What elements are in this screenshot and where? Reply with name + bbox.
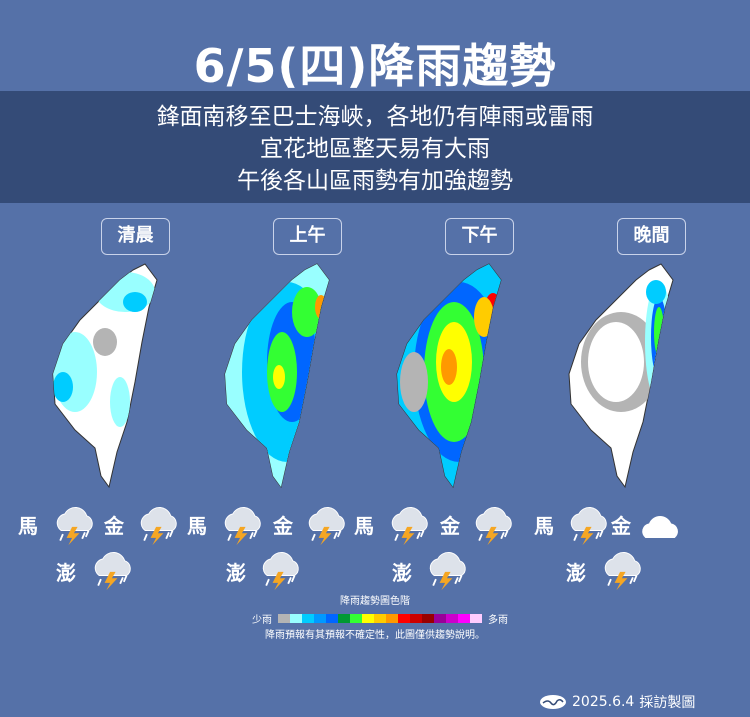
- disclaimer: 降雨預報有其預報不確定性，此圖僅供趨勢說明。: [265, 630, 485, 641]
- period-label-evening: 晚間: [617, 218, 686, 255]
- legend-color-scale: [278, 614, 482, 623]
- cloud-lightning-icon: [308, 506, 346, 547]
- footer-credit: 採訪製圖: [639, 695, 696, 711]
- cloud-lightning-icon: [604, 551, 642, 592]
- legend-low-label: 少雨: [252, 615, 272, 626]
- rain-map-morning: [224, 263, 330, 488]
- cloud-icon: [642, 516, 678, 538]
- matsu-label: 馬: [187, 514, 207, 538]
- rain-legend: 少雨 多雨: [252, 611, 508, 626]
- cloud-lightning-icon: [56, 506, 94, 547]
- summary-band: 鋒面南移至巴士海峽，各地仍有陣雨或雷雨 宜花地區整天易有大雨 午後各山區雨勢有加…: [0, 91, 750, 203]
- rain-map-evening: [568, 263, 674, 488]
- summary-line: 宜花地區整天易有大雨: [260, 136, 490, 162]
- summary-line: 鋒面南移至巴士海峽，各地仍有陣雨或雷雨: [156, 104, 594, 130]
- matsu-label: 馬: [354, 514, 374, 538]
- kinmen-label: 金: [273, 514, 293, 538]
- cloud-lightning-icon: [224, 506, 262, 547]
- cloud-lightning-icon: [262, 551, 300, 592]
- legend-swatch: [338, 614, 350, 623]
- legend-swatch: [350, 614, 362, 623]
- cloud-lightning-icon: [429, 551, 467, 592]
- legend-swatch: [458, 614, 470, 623]
- cloud-lightning-icon: [140, 506, 178, 547]
- period-label-morning: 上午: [273, 218, 342, 255]
- legend-swatch: [398, 614, 410, 623]
- penghu-label: 澎: [226, 561, 246, 585]
- legend-swatch: [422, 614, 434, 623]
- legend-swatch: [302, 614, 314, 623]
- rain-map-early-morning: [52, 263, 158, 488]
- footer: 2025.6.4 採訪製圖: [540, 692, 695, 712]
- matsu-label: 馬: [534, 514, 554, 538]
- legend-title: 降雨趨勢圖色階: [340, 596, 410, 607]
- kinmen-label: 金: [440, 514, 460, 538]
- legend-swatch: [410, 614, 422, 623]
- cloud-lightning-icon: [391, 506, 429, 547]
- legend-swatch: [434, 614, 446, 623]
- cloud-lightning-icon: [570, 506, 608, 547]
- cloud-lightning-icon: [475, 506, 513, 547]
- matsu-label: 馬: [18, 514, 38, 538]
- page-title: 6/5(四)降雨趨勢: [193, 39, 557, 93]
- legend-high-label: 多雨: [488, 615, 508, 626]
- legend-swatch: [362, 614, 374, 623]
- kinmen-label: 金: [104, 514, 124, 538]
- footer-date: 2025.6.4: [572, 694, 635, 710]
- legend-swatch: [326, 614, 338, 623]
- penghu-label: 澎: [566, 561, 586, 585]
- cloud-lightning-icon: [94, 551, 132, 592]
- legend-swatch: [386, 614, 398, 623]
- summary-line: 午後各山區雨勢有加強趨勢: [237, 168, 513, 194]
- legend-swatch: [470, 614, 482, 623]
- legend-swatch: [314, 614, 326, 623]
- legend-swatch: [278, 614, 290, 623]
- period-label-afternoon: 下午: [445, 218, 514, 255]
- penghu-label: 澎: [392, 561, 412, 585]
- rain-map-afternoon: [396, 263, 502, 488]
- cwa-logo-icon: [540, 695, 566, 709]
- legend-swatch: [290, 614, 302, 623]
- penghu-label: 澎: [56, 561, 76, 585]
- legend-swatch: [374, 614, 386, 623]
- period-label-early-morning: 清晨: [101, 218, 170, 255]
- legend-swatch: [446, 614, 458, 623]
- kinmen-label: 金: [611, 514, 631, 538]
